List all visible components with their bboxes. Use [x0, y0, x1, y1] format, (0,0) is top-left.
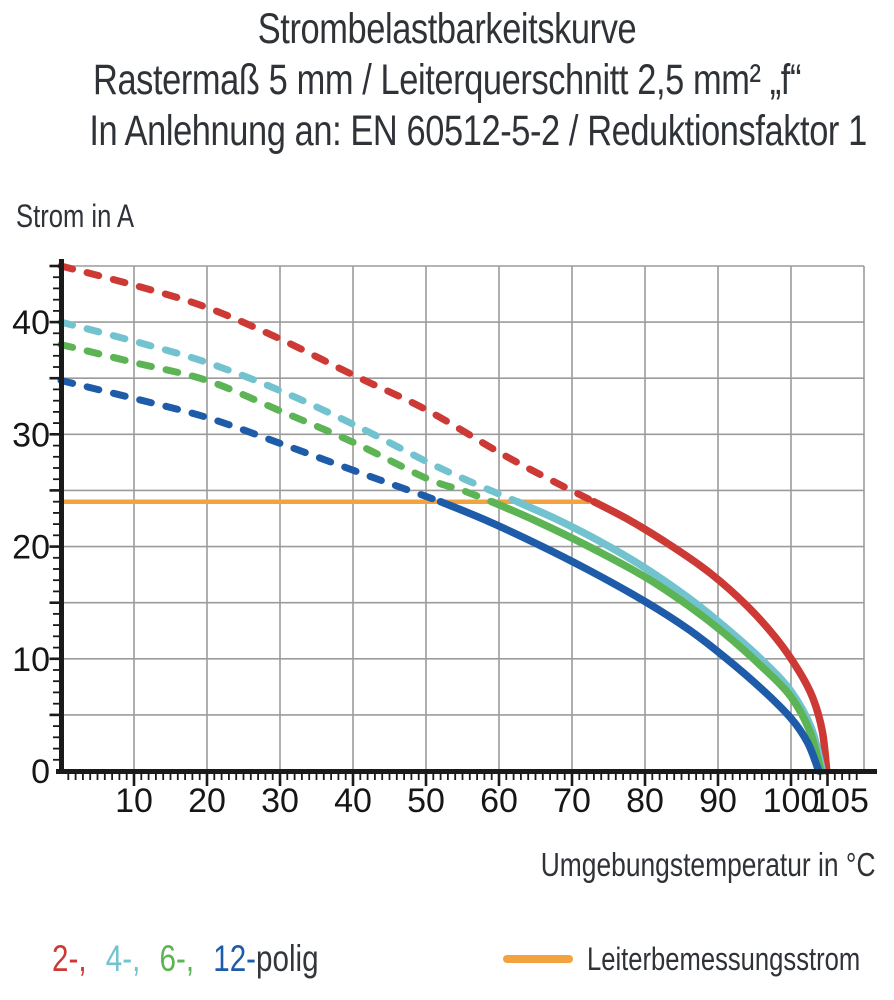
- x-tick-label-30: 30: [261, 782, 299, 820]
- grid-lines: [61, 265, 865, 771]
- x-tick-label-50: 50: [407, 782, 445, 820]
- curve-6-polig-dashed-segment: [57, 341, 496, 506]
- reference-line-swatch: [503, 955, 573, 963]
- x-axis-ticks: [67, 774, 858, 786]
- y-tick-label-10: 10: [12, 641, 50, 679]
- legend-reference: Leiterbemessungsstrom: [503, 938, 894, 980]
- x-tick-label-90: 90: [699, 782, 737, 820]
- x-tick-label-100: 100: [763, 782, 820, 820]
- x-tick-label-70: 70: [553, 782, 591, 820]
- y-tick-label-20: 20: [12, 529, 50, 567]
- reference-line-label: Leiterbemessungsstrom: [587, 940, 861, 977]
- legend-item-4-polig: 4-,: [105, 938, 141, 979]
- y-axis-title: Strom in A: [16, 198, 135, 234]
- curve-4-polig-dashed-segment: [57, 318, 521, 506]
- x-tick-label-105: 105: [812, 782, 869, 820]
- chart-title: Strombelastbarkeitskurve Rastermaß 5 mm …: [89, 4, 867, 157]
- y-axis-tick-labels: 0 10 20 30 40: [12, 304, 50, 791]
- x-axis-title: Umgebungstemperatur in °C: [541, 846, 876, 883]
- y-tick-label-0: 0: [31, 753, 50, 791]
- curve-2-polig-solid-segment: [590, 497, 831, 775]
- legend-item-12-polig: 12-: [213, 938, 257, 979]
- curve-6-polig-solid-segment: [487, 497, 825, 775]
- legend-item-2-polig: 2-,: [52, 938, 87, 979]
- x-tick-label-20: 20: [188, 782, 226, 820]
- legend-poles: 2-, 4-, 6-, 12-polig: [52, 938, 319, 980]
- x-tick-label-10: 10: [115, 782, 153, 820]
- title-line-3: In Anlehnung an: EN 60512-5-2 / Reduktio…: [89, 107, 867, 155]
- curve-12-polig-solid-segment: [436, 497, 823, 775]
- y-tick-label-30: 30: [12, 416, 50, 454]
- y-tick-label-40: 40: [12, 304, 50, 342]
- curve-12-polig-dashed-segment: [57, 377, 445, 506]
- curve-2-polig-dashed-segment: [57, 262, 598, 506]
- y-axis-ticks: [49, 264, 59, 761]
- x-tick-label-40: 40: [334, 782, 372, 820]
- legend-item-6-polig: 6-,: [159, 938, 195, 979]
- title-line-1: Strombelastbarkeitskurve: [257, 5, 637, 53]
- x-tick-label-60: 60: [480, 782, 518, 820]
- title-line-2: Rastermaß 5 mm / Leiterquerschnitt 2,5 m…: [92, 56, 801, 104]
- legend-item-polig: polig: [256, 938, 319, 979]
- x-tick-label-80: 80: [626, 782, 664, 820]
